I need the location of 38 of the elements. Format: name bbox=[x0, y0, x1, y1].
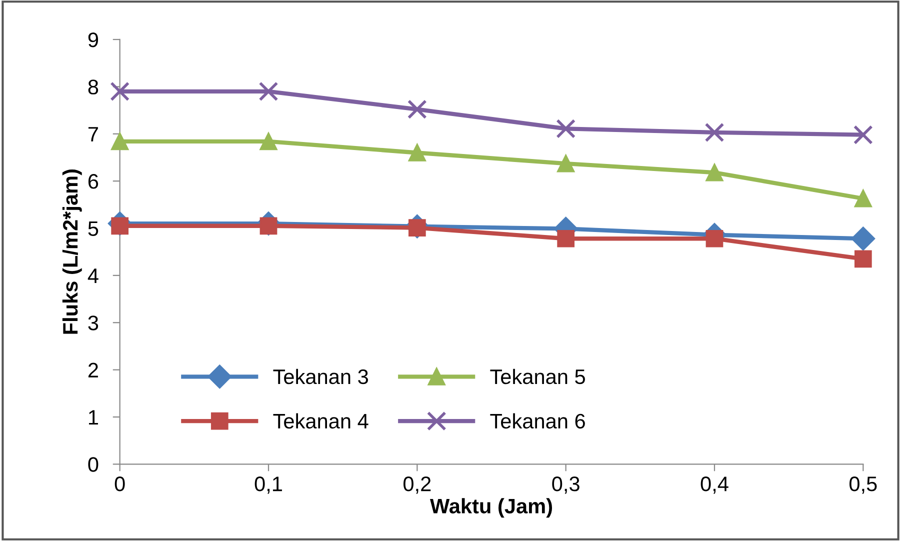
y-axis-title: Fluks (L/m2*jam) bbox=[62, 170, 82, 334]
y-tick-label: 4 bbox=[88, 268, 98, 283]
point bbox=[557, 230, 575, 248]
point bbox=[556, 118, 576, 138]
y-tick-label: 5 bbox=[88, 221, 98, 236]
point bbox=[260, 132, 278, 150]
point bbox=[557, 154, 575, 172]
point bbox=[407, 100, 427, 120]
x-tick-label: 0,1 bbox=[254, 476, 282, 494]
point bbox=[110, 82, 130, 102]
x-tick-label: 0,5 bbox=[849, 476, 877, 494]
point bbox=[704, 122, 724, 142]
legend-label: Tekanan 3 bbox=[273, 368, 368, 384]
x-tick-label: 0,3 bbox=[552, 476, 580, 494]
point bbox=[851, 226, 876, 250]
point bbox=[111, 132, 129, 150]
y-tick-label: 7 bbox=[88, 127, 98, 142]
y-tick-label: 6 bbox=[88, 174, 98, 189]
y-tick-label: 3 bbox=[88, 316, 98, 330]
x-tick-label: 0 bbox=[114, 476, 125, 492]
y-tick-label: 9 bbox=[88, 32, 98, 48]
legend-label: Tekanan 5 bbox=[490, 368, 585, 384]
point bbox=[853, 125, 873, 145]
y-tick-label: 1 bbox=[89, 410, 98, 425]
y-tick-label: 0 bbox=[88, 457, 98, 472]
x-tick-label: 0,2 bbox=[404, 476, 431, 494]
y-tick-label: 8 bbox=[88, 80, 98, 94]
x-axis-title: Waktu (Jam) bbox=[430, 498, 552, 518]
point bbox=[706, 230, 724, 248]
legend-label: Tekanan 6 bbox=[490, 413, 585, 429]
y-tick-label: 2 bbox=[88, 362, 98, 378]
point bbox=[408, 144, 426, 162]
point bbox=[854, 250, 872, 268]
x-tick-label: 0,4 bbox=[700, 476, 728, 494]
point bbox=[706, 164, 724, 182]
legend-label: Tekanan 4 bbox=[273, 413, 368, 429]
point bbox=[258, 82, 278, 102]
point bbox=[854, 190, 872, 208]
